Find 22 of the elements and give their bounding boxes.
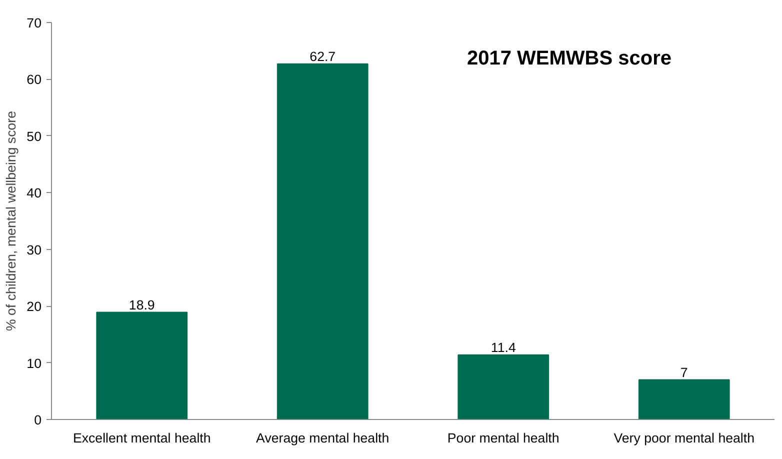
- bar: [96, 312, 188, 420]
- y-tick-label: 60: [26, 72, 42, 88]
- x-tick-label: Excellent mental health: [72, 430, 211, 446]
- data-label: 11.4: [490, 340, 516, 355]
- y-tick-label: 50: [26, 128, 42, 144]
- data-label: 62.7: [310, 48, 336, 64]
- y-tick-label: 40: [26, 186, 42, 201]
- text: 2017 WEMWBS score: [466, 48, 672, 70]
- y-tick-label: 30: [26, 242, 42, 258]
- x-tick-label: Poor mental health: [447, 430, 560, 446]
- x-tick-label: Average mental health: [256, 430, 390, 446]
- y-tick-label: 20: [26, 299, 42, 314]
- y-tick-label: 10: [26, 356, 42, 371]
- bar: [276, 63, 368, 420]
- bar: [458, 354, 550, 420]
- bar: [638, 379, 730, 420]
- data-label: 18.9: [128, 297, 155, 312]
- y-axis-title: % of children, mental wellbeing score: [4, 110, 19, 332]
- y-tick-label: 70: [26, 16, 42, 30]
- y-tick-label: 0: [34, 412, 42, 428]
- data-label: 7: [680, 364, 688, 380]
- x-tick-label: Very poor mental health: [614, 430, 755, 446]
